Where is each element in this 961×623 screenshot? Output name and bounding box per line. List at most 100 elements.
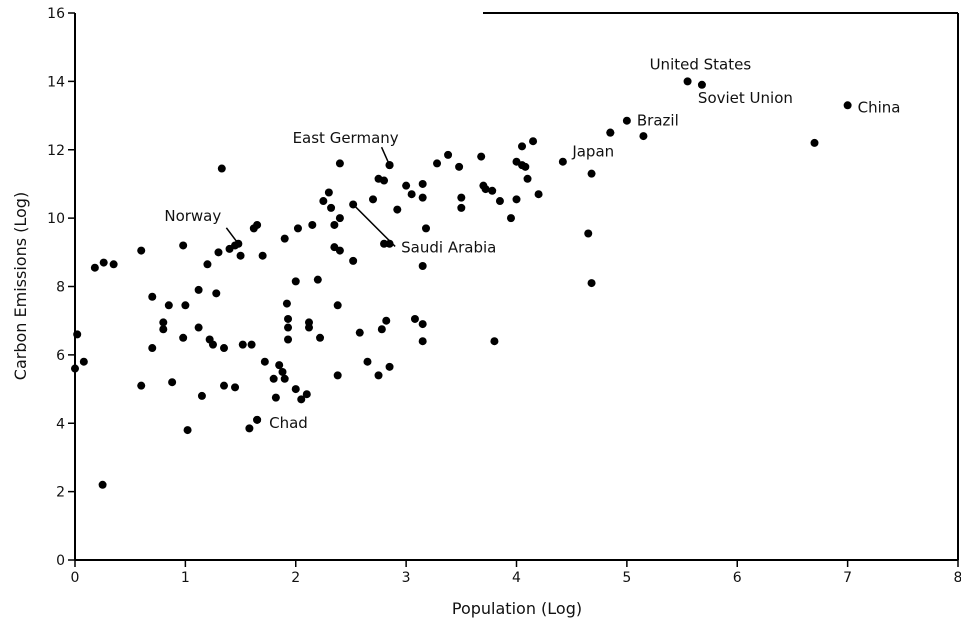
x-axis-ticks: 0 1 2 3 4 5 6 7 8 bbox=[71, 560, 961, 586]
x-tick-label: 4 bbox=[512, 570, 521, 586]
data-point bbox=[393, 205, 402, 214]
data-point bbox=[333, 371, 342, 380]
labeled-data-point bbox=[253, 415, 262, 424]
data-point bbox=[291, 385, 300, 394]
data-point bbox=[302, 390, 311, 399]
point-annotation: East Germany bbox=[293, 129, 399, 147]
data-point bbox=[197, 391, 206, 400]
point-annotation: Soviet Union bbox=[698, 89, 793, 107]
data-point bbox=[194, 285, 203, 294]
data-point bbox=[253, 220, 262, 229]
y-tick-label: 2 bbox=[56, 485, 65, 501]
point-annotation: Brazil bbox=[637, 112, 679, 130]
data-point bbox=[168, 378, 177, 387]
data-point bbox=[363, 357, 372, 366]
data-point bbox=[247, 340, 256, 349]
data-point bbox=[477, 152, 486, 161]
data-point bbox=[220, 344, 229, 353]
data-point bbox=[382, 316, 391, 325]
data-point bbox=[433, 159, 442, 168]
data-point bbox=[159, 318, 168, 327]
data-point bbox=[181, 301, 190, 310]
data-point bbox=[220, 381, 229, 390]
y-tick-label: 16 bbox=[47, 6, 65, 22]
data-point bbox=[584, 229, 593, 238]
data-point bbox=[330, 220, 339, 229]
data-point bbox=[284, 314, 293, 323]
labeled-data-point bbox=[697, 80, 706, 89]
data-point bbox=[194, 323, 203, 332]
y-tick-label: 6 bbox=[56, 348, 65, 364]
labeled-data-point bbox=[622, 116, 631, 125]
data-point bbox=[99, 258, 108, 267]
data-point bbox=[137, 381, 146, 390]
y-tick-label: 12 bbox=[47, 143, 65, 159]
annotation-leaders bbox=[225, 146, 396, 247]
data-point bbox=[245, 424, 254, 433]
data-point bbox=[457, 203, 466, 212]
point-annotation: Norway bbox=[164, 207, 221, 225]
data-point bbox=[109, 260, 118, 269]
data-point bbox=[284, 335, 293, 344]
data-point bbox=[481, 185, 490, 194]
x-tick-label: 7 bbox=[843, 570, 852, 586]
data-point bbox=[418, 179, 427, 188]
data-point bbox=[203, 260, 212, 269]
data-point bbox=[316, 333, 325, 342]
data-point bbox=[457, 193, 466, 202]
data-point bbox=[327, 203, 336, 212]
data-point bbox=[304, 323, 313, 332]
data-point bbox=[280, 374, 289, 383]
data-point bbox=[488, 186, 497, 195]
point-annotation: Japan bbox=[571, 143, 614, 161]
data-point bbox=[231, 383, 240, 392]
data-point bbox=[238, 340, 247, 349]
data-point bbox=[313, 275, 322, 284]
data-point bbox=[523, 174, 532, 183]
data-point bbox=[349, 256, 358, 265]
data-point bbox=[374, 371, 383, 380]
data-point bbox=[639, 132, 648, 141]
data-point bbox=[324, 188, 333, 197]
point-annotation: Chad bbox=[269, 414, 308, 432]
annotation-leader bbox=[225, 227, 239, 245]
data-point bbox=[385, 362, 394, 371]
data-point bbox=[418, 320, 427, 329]
data-point bbox=[284, 323, 293, 332]
data-point bbox=[297, 395, 306, 404]
y-tick-label: 14 bbox=[47, 74, 65, 90]
data-point bbox=[587, 169, 596, 178]
data-point bbox=[380, 176, 389, 185]
y-tick-label: 0 bbox=[56, 553, 65, 569]
data-point bbox=[293, 224, 302, 233]
data-point bbox=[71, 364, 79, 373]
data-point bbox=[518, 142, 527, 151]
x-tick-label: 2 bbox=[291, 570, 300, 586]
x-tick-label: 8 bbox=[954, 570, 961, 586]
plot-frame bbox=[74, 12, 959, 561]
data-point bbox=[217, 164, 226, 173]
data-point bbox=[418, 261, 427, 270]
data-point bbox=[444, 150, 453, 159]
y-tick-label: 8 bbox=[56, 280, 65, 296]
data-point bbox=[258, 251, 267, 260]
data-point bbox=[148, 344, 157, 353]
x-tick-label: 5 bbox=[622, 570, 631, 586]
data-point bbox=[214, 248, 223, 257]
data-point bbox=[212, 289, 221, 298]
x-tick-label: 3 bbox=[402, 570, 411, 586]
data-points bbox=[71, 77, 852, 489]
data-point bbox=[159, 325, 168, 334]
data-point bbox=[402, 181, 411, 190]
x-tick-label: 0 bbox=[71, 570, 80, 586]
data-point bbox=[385, 239, 394, 248]
data-point bbox=[587, 279, 596, 288]
x-axis-label: Population (Log) bbox=[452, 599, 582, 618]
data-point bbox=[79, 357, 88, 366]
data-point bbox=[369, 195, 378, 204]
data-point bbox=[506, 214, 515, 223]
data-point bbox=[335, 159, 344, 168]
data-point bbox=[291, 277, 300, 286]
data-point bbox=[319, 197, 328, 206]
